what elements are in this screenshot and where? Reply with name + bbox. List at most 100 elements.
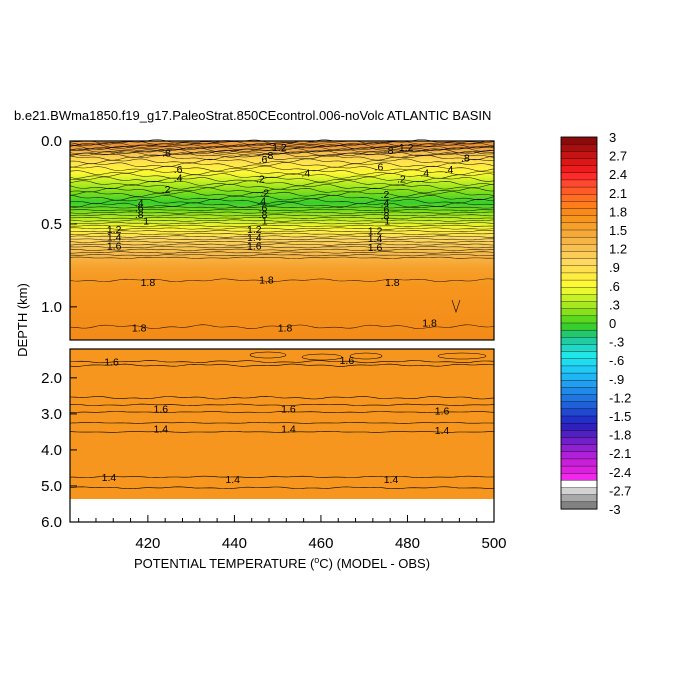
colorbar-swatch — [560, 430, 598, 439]
contour-label: 1.4 — [281, 423, 296, 435]
contour-label: 1.6 — [340, 355, 355, 367]
colorbar-swatch — [560, 201, 598, 210]
contour-label: .8 — [461, 153, 470, 165]
colorbar-label: 2.1 — [609, 186, 627, 201]
colorbar-swatch — [560, 158, 598, 167]
contour-line — [69, 183, 495, 190]
upper-panel-fill — [70, 141, 494, 340]
colorbar-swatch — [560, 287, 598, 295]
colorbar-swatch — [560, 473, 598, 481]
contour-label: 1.2 — [107, 224, 122, 236]
colorbar-swatch — [560, 329, 598, 338]
contour-label: 1.8 — [422, 318, 437, 330]
contour-label: .4 — [301, 168, 310, 180]
colorbar-swatch — [560, 186, 598, 195]
contour-line — [69, 143, 495, 149]
contour-label: 1.8 — [278, 323, 293, 335]
contour-label: 1.4 — [247, 232, 262, 244]
contour-label: 1.6 — [247, 240, 262, 252]
colorbar-swatch — [560, 501, 598, 510]
x-axis-label-degree: o — [314, 555, 319, 565]
contour-line — [70, 403, 495, 407]
colorbar-label: .3 — [609, 297, 620, 312]
contour-label: 1.6 — [368, 242, 383, 254]
contour-line — [69, 139, 495, 145]
y-tick-label: 6.0 — [41, 514, 62, 531]
contour-label: .4 — [174, 172, 183, 184]
y-tick-label: 3.0 — [41, 406, 62, 423]
contour-label: .2 — [260, 187, 269, 199]
contour-label: 1.6 — [435, 405, 450, 417]
colorbar-swatch — [560, 315, 598, 324]
colorbar-frame — [560, 136, 598, 510]
contour-line — [69, 248, 495, 251]
colorbar-label: .6 — [609, 279, 620, 294]
contour-line — [70, 227, 495, 230]
colorbar-swatch — [560, 322, 598, 331]
upper-panel-frame — [69, 140, 495, 341]
x-axis-label: POTENTIAL TEMPERATURE (oC) (MODEL - OBS) — [134, 555, 430, 571]
colorbar-label: .9 — [609, 260, 620, 275]
colorbar-swatch — [560, 279, 598, 288]
contour-label: .2 — [397, 173, 406, 185]
colorbar-swatch — [560, 380, 598, 388]
x-tick-label: 500 — [481, 535, 506, 552]
contour-label: 1.8 — [259, 274, 274, 286]
contour-line — [69, 162, 495, 168]
contour-line — [69, 176, 495, 183]
contour-label: 1.6 — [154, 403, 169, 415]
contour-line — [69, 431, 495, 433]
colorbar-swatch — [560, 365, 598, 374]
contour-line — [69, 254, 495, 257]
colorbar-swatch — [560, 372, 598, 381]
contour-line — [69, 240, 495, 243]
contour-label: .8 — [259, 209, 268, 221]
colorbar-swatch — [560, 387, 598, 396]
contour-line — [70, 475, 495, 479]
contour-label: 1.4 — [435, 425, 450, 437]
colorbar-swatch — [560, 494, 598, 503]
contour-line — [69, 198, 495, 205]
contour-label: .2 — [381, 189, 390, 201]
contour-line — [69, 411, 495, 414]
colorbar-label: -.3 — [609, 335, 624, 350]
contour-line — [69, 222, 495, 225]
contour-label: 1 — [384, 216, 390, 228]
contour-line — [69, 169, 495, 175]
upper-panel: 1.2 1.2.8.8.68.8.6.4.6.4.4.4.2.2.2.2.2.4.… — [41, 133, 495, 341]
colorbar-swatch — [560, 244, 598, 253]
contour-label: 1.4 — [384, 474, 399, 486]
contour-line — [69, 145, 495, 152]
contour-line — [69, 214, 494, 217]
contour-label: .6 — [259, 202, 268, 214]
colorbar-swatch — [560, 215, 598, 224]
colorbar-swatch — [560, 444, 598, 453]
contour-line — [69, 208, 495, 212]
contour-loop — [437, 352, 487, 360]
contour-label: 1.2 — [272, 142, 287, 154]
colorbar-swatch — [560, 151, 598, 160]
colorbar-swatch — [560, 272, 598, 281]
colorbar-label: -2.7 — [609, 483, 631, 498]
contour-label: 1.4 — [225, 474, 240, 486]
contour-line — [69, 324, 495, 329]
colorbar-swatch — [560, 401, 598, 410]
contour-label: .6 — [375, 162, 384, 174]
colorbar-label: 3 — [609, 130, 616, 145]
contour-line — [69, 154, 495, 161]
colorbar-label: -3 — [609, 502, 621, 517]
contour-line — [69, 235, 495, 238]
contour-line — [69, 172, 495, 179]
contour-label: 1.6 — [104, 357, 119, 369]
contour-line — [69, 422, 495, 424]
contour-label: 1.6 — [107, 240, 122, 252]
contour-label: 1.4 — [102, 472, 117, 484]
colorbar-label: -2.1 — [609, 446, 631, 461]
contour-label: .2 — [162, 184, 171, 196]
contour-loop — [349, 352, 383, 360]
y-tick-label: 5.0 — [41, 478, 62, 495]
colorbar-swatch — [560, 179, 598, 188]
y-tick-label: 4.0 — [41, 442, 62, 459]
contour-line — [69, 278, 495, 283]
colorbar-swatch — [560, 337, 598, 346]
